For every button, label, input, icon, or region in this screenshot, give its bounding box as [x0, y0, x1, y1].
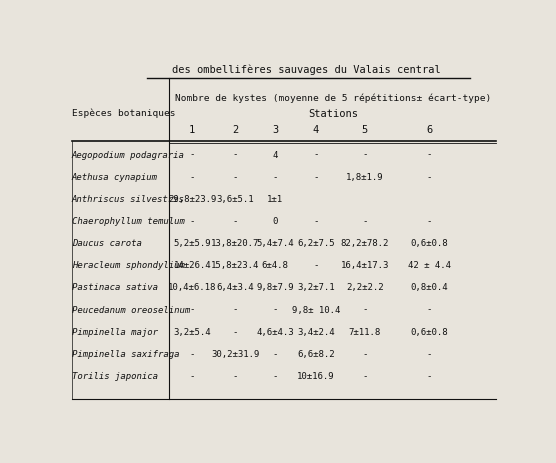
Text: 7±11.8: 7±11.8 [349, 327, 381, 336]
Text: -: - [190, 371, 195, 380]
Text: 6±4.8: 6±4.8 [262, 261, 289, 269]
Text: -: - [426, 150, 432, 159]
Text: -: - [313, 217, 319, 225]
Text: 16,4±17.3: 16,4±17.3 [340, 261, 389, 269]
Text: 4,6±4.3: 4,6±4.3 [256, 327, 294, 336]
Text: -: - [426, 305, 432, 314]
Text: 4: 4 [272, 150, 278, 159]
Text: 1,8±1.9: 1,8±1.9 [346, 172, 384, 181]
Text: -: - [190, 172, 195, 181]
Text: -: - [313, 150, 319, 159]
Text: -: - [190, 349, 195, 358]
Text: -: - [272, 172, 278, 181]
Text: -: - [233, 327, 238, 336]
Text: 1: 1 [189, 125, 195, 134]
Text: -: - [190, 217, 195, 225]
Text: 10±16.9: 10±16.9 [297, 371, 335, 380]
Text: -: - [426, 172, 432, 181]
Text: 3,2±5.4: 3,2±5.4 [173, 327, 211, 336]
Text: 3: 3 [272, 125, 278, 134]
Text: Pastinaca sativa: Pastinaca sativa [72, 283, 158, 292]
Text: 6,6±8.2: 6,6±8.2 [297, 349, 335, 358]
Text: -: - [233, 371, 238, 380]
Text: Nombre de kystes (moyenne de 5 répétitions± écart-type): Nombre de kystes (moyenne de 5 répétitio… [175, 94, 491, 103]
Text: 5,2±5.9: 5,2±5.9 [173, 238, 211, 248]
Text: 2,2±2.2: 2,2±2.2 [346, 283, 384, 292]
Text: -: - [362, 150, 368, 159]
Text: -: - [362, 349, 368, 358]
Text: 6: 6 [426, 125, 433, 134]
Text: 29,8±23.9: 29,8±23.9 [168, 194, 216, 203]
Text: 0,6±0.8: 0,6±0.8 [410, 327, 448, 336]
Text: -: - [362, 371, 368, 380]
Text: 13,8±20.7: 13,8±20.7 [211, 238, 260, 248]
Text: -: - [362, 217, 368, 225]
Text: -: - [233, 150, 238, 159]
Text: 5,4±7.4: 5,4±7.4 [256, 238, 294, 248]
Text: 6,4±3.4: 6,4±3.4 [217, 283, 254, 292]
Text: 0,6±0.8: 0,6±0.8 [410, 238, 448, 248]
Text: des ombellifères sauvages du Valais central: des ombellifères sauvages du Valais cent… [172, 64, 441, 75]
Text: -: - [426, 371, 432, 380]
Text: 0: 0 [272, 217, 278, 225]
Text: 42 ± 4.4: 42 ± 4.4 [408, 261, 451, 269]
Text: -: - [313, 261, 319, 269]
Text: 82,2±78.2: 82,2±78.2 [340, 238, 389, 248]
Text: Aegopodium podagraria: Aegopodium podagraria [72, 150, 185, 159]
Text: 3,4±2.4: 3,4±2.4 [297, 327, 335, 336]
Text: 10,4±6.18: 10,4±6.18 [168, 283, 216, 292]
Text: 4: 4 [313, 125, 319, 134]
Text: Aethusa cynapium: Aethusa cynapium [72, 172, 158, 181]
Text: -: - [190, 150, 195, 159]
Text: -: - [426, 349, 432, 358]
Text: Peucedanum oreoselinum: Peucedanum oreoselinum [72, 305, 190, 314]
Text: Stations: Stations [308, 108, 358, 119]
Text: Heracleum sphondylium: Heracleum sphondylium [72, 261, 185, 269]
Text: 5: 5 [361, 125, 368, 134]
Text: 3,2±7.1: 3,2±7.1 [297, 283, 335, 292]
Text: -: - [313, 172, 319, 181]
Text: -: - [190, 305, 195, 314]
Text: 30,2±31.9: 30,2±31.9 [211, 349, 260, 358]
Text: -: - [426, 217, 432, 225]
Text: -: - [233, 305, 238, 314]
Text: 0,8±0.4: 0,8±0.4 [410, 283, 448, 292]
Text: Pimpinella major: Pimpinella major [72, 327, 158, 336]
Text: 14±26.4: 14±26.4 [173, 261, 211, 269]
Text: -: - [233, 172, 238, 181]
Text: 9,8± 10.4: 9,8± 10.4 [292, 305, 340, 314]
Text: -: - [362, 305, 368, 314]
Text: 15,8±23.4: 15,8±23.4 [211, 261, 260, 269]
Text: Daucus carota: Daucus carota [72, 238, 142, 248]
Text: Pimpinella saxifraga: Pimpinella saxifraga [72, 349, 179, 358]
Text: -: - [272, 371, 278, 380]
Text: Torilis japonica: Torilis japonica [72, 371, 158, 380]
Text: -: - [272, 349, 278, 358]
Text: -: - [272, 305, 278, 314]
Text: Anthriscus silvestris: Anthriscus silvestris [72, 194, 185, 203]
Text: 1±1: 1±1 [267, 194, 283, 203]
Text: Chaerophyllum temulum: Chaerophyllum temulum [72, 217, 185, 225]
Text: 9,8±7.9: 9,8±7.9 [256, 283, 294, 292]
Text: -: - [233, 217, 238, 225]
Text: 3,6±5.1: 3,6±5.1 [217, 194, 254, 203]
Text: 2: 2 [232, 125, 239, 134]
Text: Espèces botaniques: Espèces botaniques [72, 109, 175, 118]
Text: 6,2±7.5: 6,2±7.5 [297, 238, 335, 248]
